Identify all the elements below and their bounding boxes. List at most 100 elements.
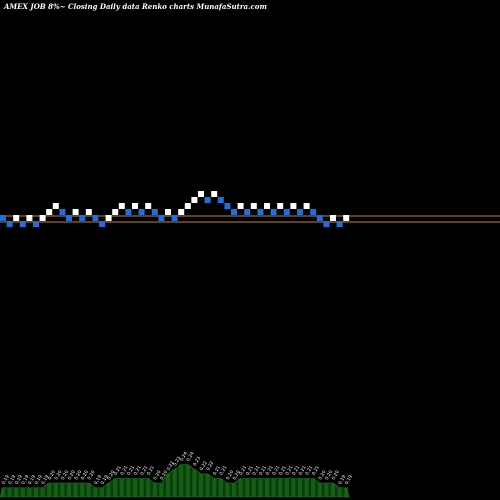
volume-label: 0.21	[271, 465, 281, 477]
volume-label: 0.20	[225, 469, 235, 481]
volume-label: 0.21	[218, 465, 228, 477]
volume-bar	[34, 487, 38, 498]
volume-bar	[133, 478, 137, 497]
volume-label: 0.19	[1, 474, 11, 486]
volume-label: 0.20	[232, 469, 242, 481]
renko-brick-up	[26, 215, 33, 221]
volume-bar	[304, 478, 309, 497]
volume-bar	[291, 478, 296, 497]
volume-label: 0.19	[20, 474, 30, 486]
volume-bar	[179, 464, 184, 497]
renko-brick-down	[283, 209, 290, 215]
volume-label: 0.21	[278, 465, 288, 477]
volume-label: 0.20	[73, 469, 83, 481]
volume-bar	[271, 478, 276, 497]
renko-brick-up	[39, 215, 46, 221]
renko-brick-up	[237, 203, 244, 209]
volume-label: 0.20	[159, 469, 169, 481]
renko-brick-up	[178, 209, 185, 215]
renko-brick-down	[224, 203, 231, 209]
volume-label: 0.21	[298, 465, 308, 477]
volume-bar	[199, 473, 203, 497]
volume-bar	[139, 478, 144, 497]
volume-bar	[212, 478, 217, 497]
volume-label: 0.20	[80, 469, 90, 481]
renko-brick-down	[0, 215, 6, 221]
renko-brick-up	[46, 209, 53, 215]
renko-brick-up	[112, 209, 119, 215]
renko-brick-down	[297, 209, 303, 215]
volume-bar	[100, 487, 104, 498]
renko-brick-up	[145, 203, 152, 209]
volume-label: 0.19	[344, 474, 354, 486]
renko-brick-down	[79, 215, 86, 221]
volume-bar	[317, 483, 322, 497]
volume-bar	[311, 478, 316, 497]
renko-brick-down	[125, 209, 132, 215]
volume-bar	[278, 478, 283, 497]
volume-label: 0.21	[146, 465, 156, 477]
renko-brick-up	[211, 191, 218, 197]
volume-bar	[146, 478, 151, 497]
volume-bar	[159, 483, 164, 497]
volume-bar	[265, 478, 269, 497]
volume-label: 0.20	[86, 469, 96, 481]
volume-label: 0.19	[7, 474, 17, 486]
renko-brick-up	[303, 203, 310, 209]
volume-bar	[218, 478, 223, 497]
volume-label: 0.21	[311, 465, 321, 477]
volume-label: 0.21	[291, 465, 301, 477]
renko-bricks	[0, 191, 350, 227]
renko-brick-up	[343, 215, 350, 221]
renko-brick-down	[33, 221, 39, 227]
renko-brick-up	[118, 203, 125, 209]
volume-label: 0.21	[119, 465, 129, 477]
volume-label: 0.21	[304, 465, 314, 477]
volume-bar	[14, 487, 19, 498]
renko-brick-down	[92, 215, 99, 221]
volume-bar	[67, 483, 71, 497]
renko-brick-up	[330, 215, 336, 221]
volume-label: 0.19	[100, 474, 110, 486]
renko-brick-down	[6, 221, 13, 227]
renko-brick-down	[231, 209, 237, 215]
renko-brick-up	[52, 203, 59, 209]
volume-label: 0.19	[27, 474, 37, 486]
volume-bar	[344, 487, 349, 498]
volume-label: 0.20	[106, 469, 116, 481]
volume-label: 0.20	[324, 469, 334, 481]
volume-bar	[60, 483, 65, 497]
renko-brick-down	[323, 221, 330, 227]
volume-bar	[205, 473, 210, 497]
renko-brick-down	[151, 209, 158, 215]
volume-label: 0.20	[331, 469, 341, 481]
renko-brick-down	[59, 209, 66, 215]
volume-label: 0.21	[212, 465, 222, 477]
volume-label: 0.19	[337, 474, 347, 486]
renko-brick-down	[316, 215, 323, 221]
volume-label: 0.23	[172, 456, 182, 468]
chart-title: AMEX JOB 8%~ Closing Daily data Renko ch…	[4, 2, 267, 11]
volume-label: 0.20	[53, 469, 63, 481]
volume-label: 0.21	[139, 465, 149, 477]
volume-label: 0.20	[152, 469, 162, 481]
renko-brick-up	[13, 215, 20, 221]
volume-bar	[73, 483, 78, 497]
renko-brick-down	[204, 197, 211, 203]
volume-bar	[166, 473, 170, 497]
renko-brick-up	[264, 203, 270, 209]
volume-bar	[192, 469, 197, 498]
renko-brick-up	[277, 203, 284, 209]
volume-bar	[80, 483, 85, 497]
volume-bar	[238, 478, 243, 497]
renko-brick-down	[138, 209, 145, 215]
volume-bar	[251, 478, 256, 497]
volume-bar	[20, 487, 25, 498]
volume-bar	[232, 483, 236, 497]
volume-label: 0.24	[185, 451, 195, 463]
volume-bar	[225, 483, 230, 497]
renko-brick-down	[19, 221, 26, 227]
volume-label: 0.19	[34, 474, 44, 486]
renko-brick-down	[99, 221, 105, 227]
